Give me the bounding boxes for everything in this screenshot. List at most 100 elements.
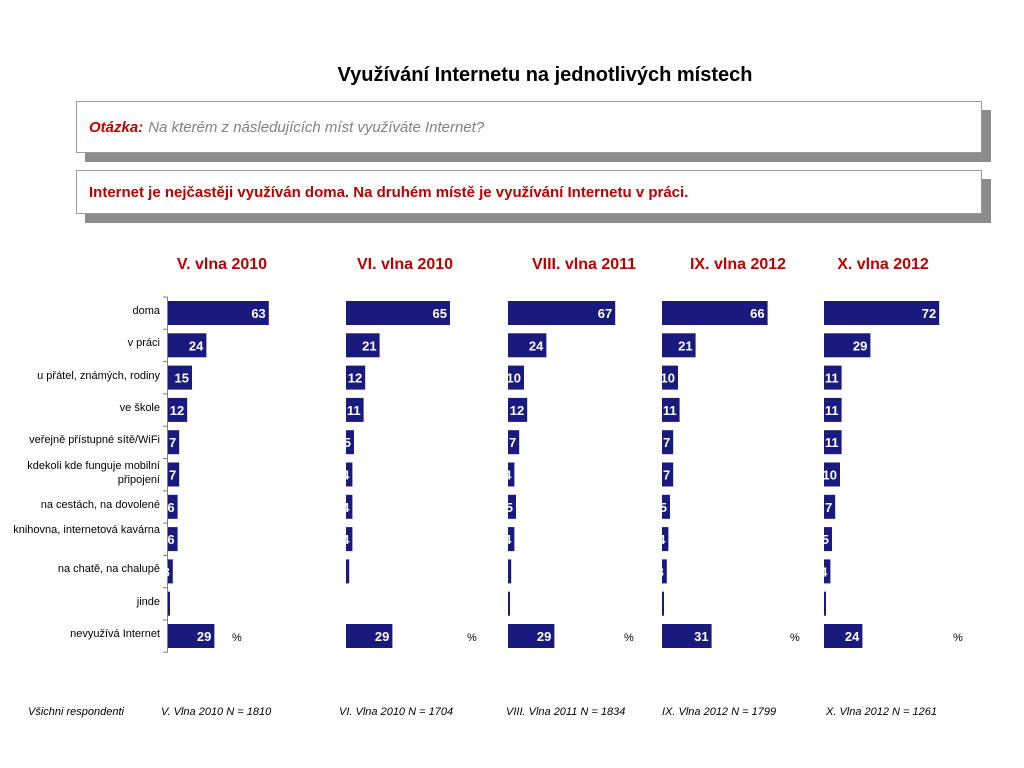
bar-value-label: 6 — [167, 500, 174, 515]
bar — [508, 559, 512, 584]
bar — [168, 365, 192, 390]
bar — [346, 397, 364, 422]
bar-value-label: 7 — [169, 435, 176, 450]
bar — [508, 462, 515, 487]
percent-sign: % — [232, 632, 242, 644]
bar — [508, 494, 516, 519]
bar-value-label: 10 — [507, 371, 521, 386]
panel-title: VIII. vlna 2011 — [531, 256, 637, 273]
bar — [168, 624, 215, 648]
bar — [824, 462, 840, 487]
bar — [346, 430, 354, 455]
bar — [168, 591, 170, 616]
question-text: Na kterém z následujících míst využíváte… — [148, 118, 485, 136]
bar — [168, 559, 173, 584]
bar — [662, 430, 674, 455]
bar — [662, 333, 696, 358]
category-label: knihovna, internetová kavárna — [13, 524, 160, 537]
bar-value-label: 66 — [750, 306, 764, 321]
bar — [346, 462, 353, 487]
bar — [346, 527, 353, 552]
bar — [824, 365, 842, 390]
bar-value-label: 29 — [375, 629, 389, 644]
bar-value-label: 12 — [348, 371, 362, 386]
footer-sample-v: V. Vlna 2010 N = 1810 — [161, 706, 272, 718]
page-title: Využívání Internetu na jednotlivých míst… — [337, 64, 753, 86]
bar — [508, 591, 510, 616]
bar — [824, 591, 826, 616]
bar-value-label: 11 — [347, 403, 361, 418]
panel-title: X. vlna 2012 — [837, 256, 929, 273]
footer-sample-vi: VI. Vlna 2010 N = 1704 — [339, 706, 454, 718]
category-label: u přátel, známých, rodiny — [37, 369, 160, 382]
bar-value-label: 11 — [825, 403, 839, 418]
bar-value-label: 24 — [529, 338, 544, 353]
bar — [662, 591, 664, 616]
bar-value-label: 29 — [853, 338, 867, 353]
bar-value-label: 7 — [825, 500, 832, 515]
bar — [168, 462, 180, 487]
footer-sample-viii: VIII. Vlna 2011 N = 1834 — [506, 706, 626, 718]
bar — [662, 462, 674, 487]
bar-value-label: 7 — [509, 435, 516, 450]
bar-value-label: 4 — [820, 564, 828, 579]
bar-value-label: 7 — [663, 435, 670, 450]
bar-value-label: 5 — [506, 500, 513, 515]
bar-value-label: 6 — [167, 532, 174, 547]
category-label: kdekoli kde funguje mobilní připojení — [27, 459, 160, 486]
bar — [508, 430, 520, 455]
bar — [824, 559, 831, 584]
bar-value-label: 11 — [825, 371, 839, 386]
bar-value-label: 72 — [922, 306, 936, 321]
bar — [168, 333, 207, 358]
bar — [346, 559, 350, 584]
finding-text: Internet je nejčastěji využíván doma. Na… — [89, 183, 689, 201]
percent-sign: % — [624, 632, 634, 644]
bar-value-label: 63 — [251, 306, 265, 321]
category-label: na chatě, na chalupě — [57, 563, 160, 576]
bar — [346, 301, 450, 325]
bar-value-label: 10 — [661, 371, 675, 386]
bar-value-label: 5 — [822, 532, 829, 547]
bar-value-label: 12 — [170, 403, 184, 418]
percent-sign: % — [790, 632, 800, 644]
bar — [662, 397, 680, 422]
bar-value-label: 4 — [342, 532, 350, 547]
bar-value-label: 10 — [823, 468, 837, 483]
bar-value-label: 11 — [663, 403, 677, 418]
category-label: na cestách, na dovolené — [40, 498, 160, 511]
bar-value-label: 5 — [660, 500, 667, 515]
bar-value-label: 24 — [845, 629, 860, 644]
bar-value-label: 15 — [175, 371, 189, 386]
bar — [168, 301, 269, 325]
bar — [824, 397, 842, 422]
bar-value-label: 3 — [657, 564, 664, 579]
bar — [824, 333, 871, 358]
panel-title: VI. vlna 2010 — [356, 256, 454, 273]
bar — [168, 527, 178, 552]
bar-value-label: 4 — [504, 532, 512, 547]
bar-value-label: 29 — [537, 629, 551, 644]
footer-respondents: Všichni respondenti — [28, 706, 125, 718]
bar-value-label: 5 — [344, 435, 351, 450]
bar — [824, 624, 863, 648]
bar-value-label: 21 — [678, 338, 692, 353]
bar-value-label: 29 — [197, 629, 211, 644]
bar — [346, 494, 353, 519]
bar-value-label: 31 — [694, 629, 708, 644]
bar — [662, 494, 670, 519]
bar — [508, 333, 547, 358]
bar — [662, 559, 667, 584]
bar — [662, 624, 712, 648]
bar — [508, 301, 616, 325]
panel-title: IX. vlna 2012 — [689, 256, 787, 273]
bar — [824, 494, 836, 519]
bar-value-label: 11 — [825, 435, 839, 450]
bar — [508, 397, 528, 422]
bar — [508, 624, 555, 648]
bar-value-label: 4 — [342, 500, 350, 515]
panel-title: V. vlna 2010 — [176, 256, 268, 273]
bar — [346, 624, 393, 648]
question-label: Otázka: — [89, 118, 144, 136]
